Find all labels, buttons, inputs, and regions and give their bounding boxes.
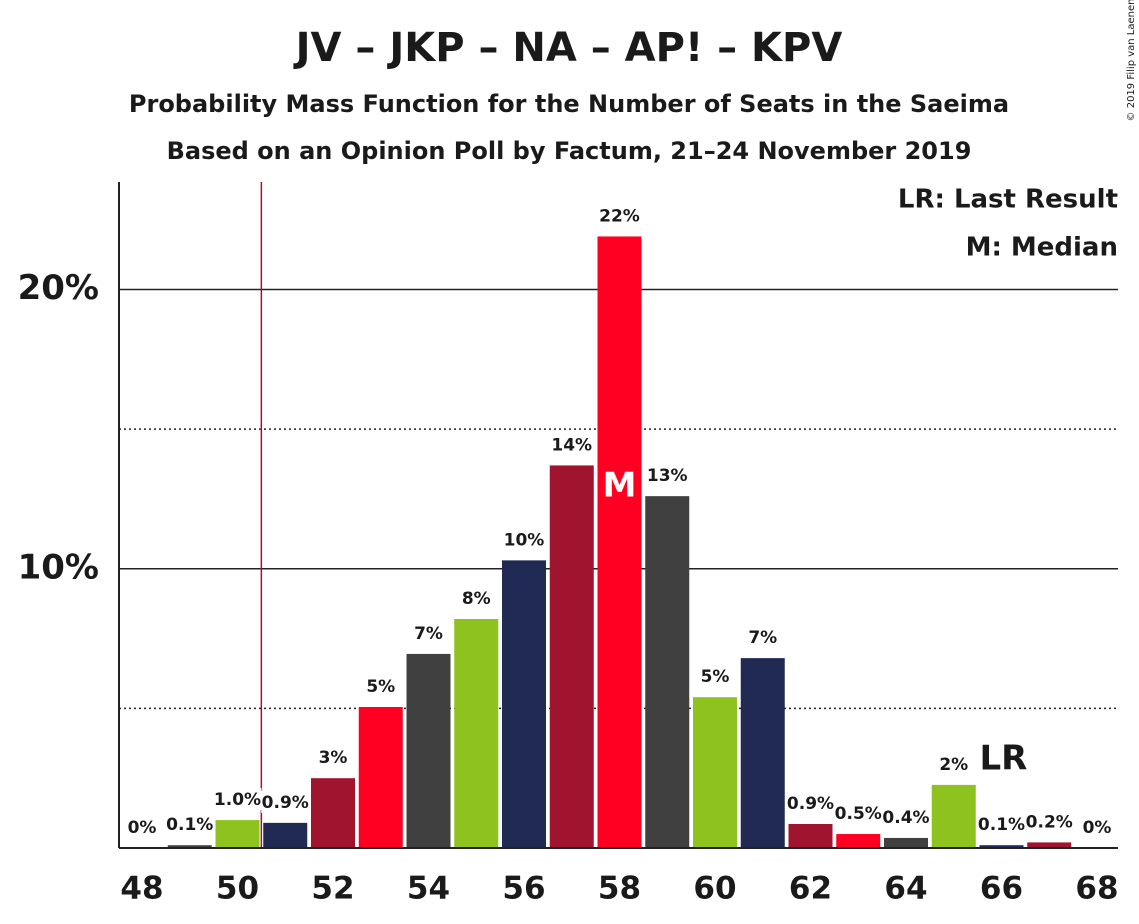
value-label: 0.5%	[835, 804, 882, 824]
bar	[740, 658, 785, 848]
x-tick-label: 60	[693, 871, 736, 907]
label-bg	[929, 752, 978, 775]
chart-title: JV – JKP – NA – AP! – KPV	[293, 25, 843, 71]
label-bg	[213, 788, 262, 811]
label-bg	[452, 587, 501, 610]
value-label: 2%	[939, 755, 968, 775]
value-label: 0.9%	[787, 794, 834, 814]
x-tick-label: 62	[789, 871, 832, 907]
value-label: 0.2%	[1026, 812, 1073, 832]
label-bg	[309, 746, 357, 769]
label-bg	[500, 528, 548, 551]
value-label: 7%	[748, 628, 777, 648]
label-bg	[1025, 810, 1074, 833]
value-label: 0%	[1083, 818, 1112, 838]
label-bg	[977, 813, 1026, 836]
label-bg	[738, 626, 787, 649]
bar	[1027, 842, 1072, 848]
value-label: 0%	[128, 818, 157, 838]
bar	[167, 845, 212, 848]
legend-entry: LR: Last Result	[898, 185, 1118, 215]
chart-subtitle: Probability Mass Function for the Number…	[129, 90, 1009, 118]
value-label: 3%	[319, 748, 348, 768]
bar	[788, 823, 833, 848]
x-tick-label: 56	[502, 871, 545, 907]
x-tick-label: 68	[1075, 871, 1118, 907]
y-tick-label: 20%	[18, 268, 99, 308]
value-label: 5%	[701, 667, 730, 687]
value-label: 0.1%	[978, 815, 1025, 835]
label-bg	[404, 621, 453, 644]
bar	[549, 465, 594, 848]
bar	[311, 778, 355, 848]
bar	[645, 496, 690, 848]
value-label: 22%	[599, 206, 640, 226]
label-bg	[595, 204, 644, 227]
value-label: 0.1%	[166, 815, 213, 835]
x-tick-label: 58	[598, 871, 641, 907]
x-tick-label: 64	[884, 871, 927, 907]
y-tick-label: 10%	[18, 547, 99, 587]
bar	[979, 845, 1024, 848]
bar	[836, 834, 881, 848]
x-tick-label: 66	[980, 871, 1023, 907]
chart-subtitle: Based on an Opinion Poll by Factum, 21–2…	[167, 137, 972, 165]
x-tick-label: 50	[216, 871, 259, 907]
bar	[502, 560, 546, 848]
label-bg	[643, 464, 692, 487]
label-bg	[261, 790, 310, 813]
bar	[358, 706, 403, 848]
value-label: 13%	[647, 466, 688, 486]
last-result-marker: LR	[980, 739, 1028, 779]
label-bg	[1073, 816, 1121, 838]
label-bg	[786, 791, 835, 814]
bar	[931, 784, 976, 848]
value-label: 0.9%	[262, 793, 309, 813]
x-tick-label: 54	[407, 871, 450, 907]
bar	[454, 619, 499, 848]
copyright: © 2019 Filip van Laenen	[1126, 0, 1137, 121]
label-bg	[165, 813, 214, 836]
value-label: 10%	[504, 530, 545, 550]
bar	[693, 697, 737, 848]
value-label: 7%	[414, 624, 443, 644]
value-label: 14%	[551, 435, 592, 455]
median-marker: M	[603, 466, 637, 506]
label-bg	[691, 665, 739, 688]
bar	[597, 236, 642, 849]
label-bg	[882, 805, 930, 828]
legend-entry: M: Median	[966, 233, 1118, 263]
bar	[884, 837, 928, 848]
label-bg	[834, 802, 883, 825]
x-tick-label: 48	[120, 871, 163, 907]
value-label: 0.4%	[882, 808, 929, 828]
value-label: 1.0%	[214, 790, 261, 810]
bar	[215, 820, 260, 848]
label-bg	[356, 674, 405, 697]
x-tick-label: 52	[311, 871, 354, 907]
label-bg	[547, 433, 596, 456]
value-label: 8%	[462, 589, 491, 609]
bar	[263, 822, 308, 848]
value-label: 5%	[366, 677, 395, 697]
bar	[406, 653, 451, 848]
label-bg	[118, 816, 166, 838]
